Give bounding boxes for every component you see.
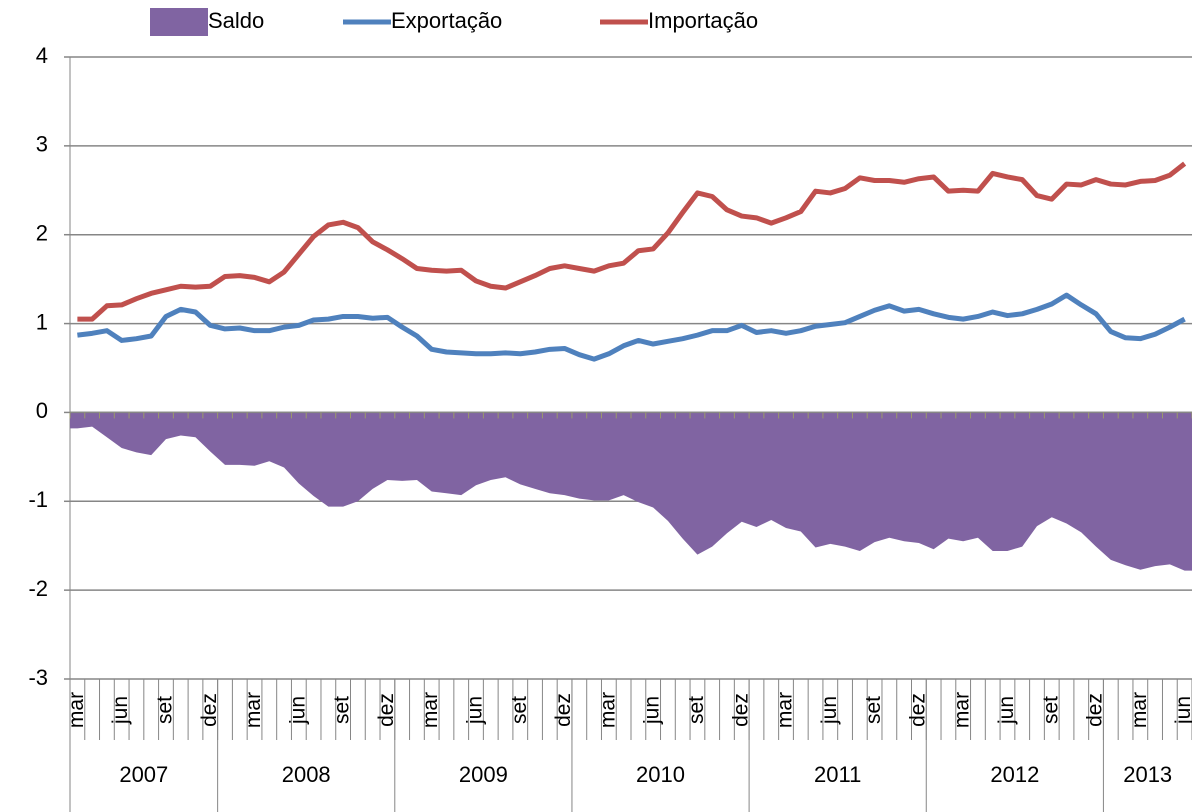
area bbox=[70, 412, 1192, 571]
x-tick-label: dez bbox=[552, 693, 575, 727]
x-tick-label: jun bbox=[109, 696, 132, 725]
year-label: 2012 bbox=[990, 762, 1039, 787]
x-tick-label: set bbox=[685, 696, 708, 724]
line bbox=[77, 161, 1187, 322]
legend-label: Saldo bbox=[208, 8, 264, 33]
legend-label: Exportação bbox=[391, 8, 502, 33]
x-tick-label: set bbox=[1039, 696, 1062, 724]
x-tick-label: mar bbox=[774, 692, 797, 728]
x-tick-label: jun bbox=[818, 696, 841, 725]
x-tick-label: mar bbox=[596, 692, 619, 728]
y-tick-label: 0 bbox=[36, 398, 48, 423]
x-tick-label: dez bbox=[375, 693, 398, 727]
legend-swatch bbox=[150, 8, 208, 36]
x-tick-label: jun bbox=[1172, 696, 1192, 725]
x-tick-label: dez bbox=[1084, 693, 1107, 727]
line bbox=[77, 292, 1186, 362]
x-tick-label: set bbox=[508, 696, 531, 724]
year-label: 2007 bbox=[119, 762, 168, 787]
x-tick-label: mar bbox=[951, 692, 974, 728]
x-tick-label: set bbox=[154, 696, 177, 724]
year-label: 2009 bbox=[459, 762, 508, 787]
year-label: 2011 bbox=[814, 762, 861, 787]
legend-item: Saldo bbox=[150, 8, 264, 36]
x-tick-label: mar bbox=[419, 692, 442, 728]
x-tick-label: jun bbox=[995, 696, 1018, 725]
year-label: 2008 bbox=[282, 762, 331, 787]
x-tick-label: set bbox=[862, 696, 885, 724]
y-tick-label: 1 bbox=[36, 309, 48, 334]
x-tick-label: jun bbox=[464, 696, 487, 725]
x-tick-label: jun bbox=[641, 696, 664, 725]
legend-item: Importação bbox=[600, 8, 758, 33]
x-tick-label: dez bbox=[729, 693, 752, 727]
x-tick-label: mar bbox=[65, 692, 88, 728]
x-tick-label: dez bbox=[906, 693, 929, 727]
year-label: 2013 bbox=[1123, 762, 1172, 787]
y-tick-label: -1 bbox=[28, 487, 48, 512]
x-tick-label: mar bbox=[1128, 692, 1151, 728]
y-tick-label: -3 bbox=[28, 665, 48, 690]
x-tick-label: dez bbox=[198, 693, 221, 727]
legend-item: Exportação bbox=[343, 8, 502, 33]
x-tick-label: set bbox=[331, 696, 354, 724]
y-tick-label: -2 bbox=[28, 576, 48, 601]
y-tick-label: 3 bbox=[36, 132, 48, 157]
year-label: 2010 bbox=[636, 762, 685, 787]
legend-label: Importação bbox=[648, 8, 758, 33]
x-tick-label: jun bbox=[286, 696, 309, 725]
x-tick-label: mar bbox=[242, 692, 265, 728]
y-tick-label: 4 bbox=[36, 43, 48, 68]
y-tick-label: 2 bbox=[36, 221, 48, 246]
